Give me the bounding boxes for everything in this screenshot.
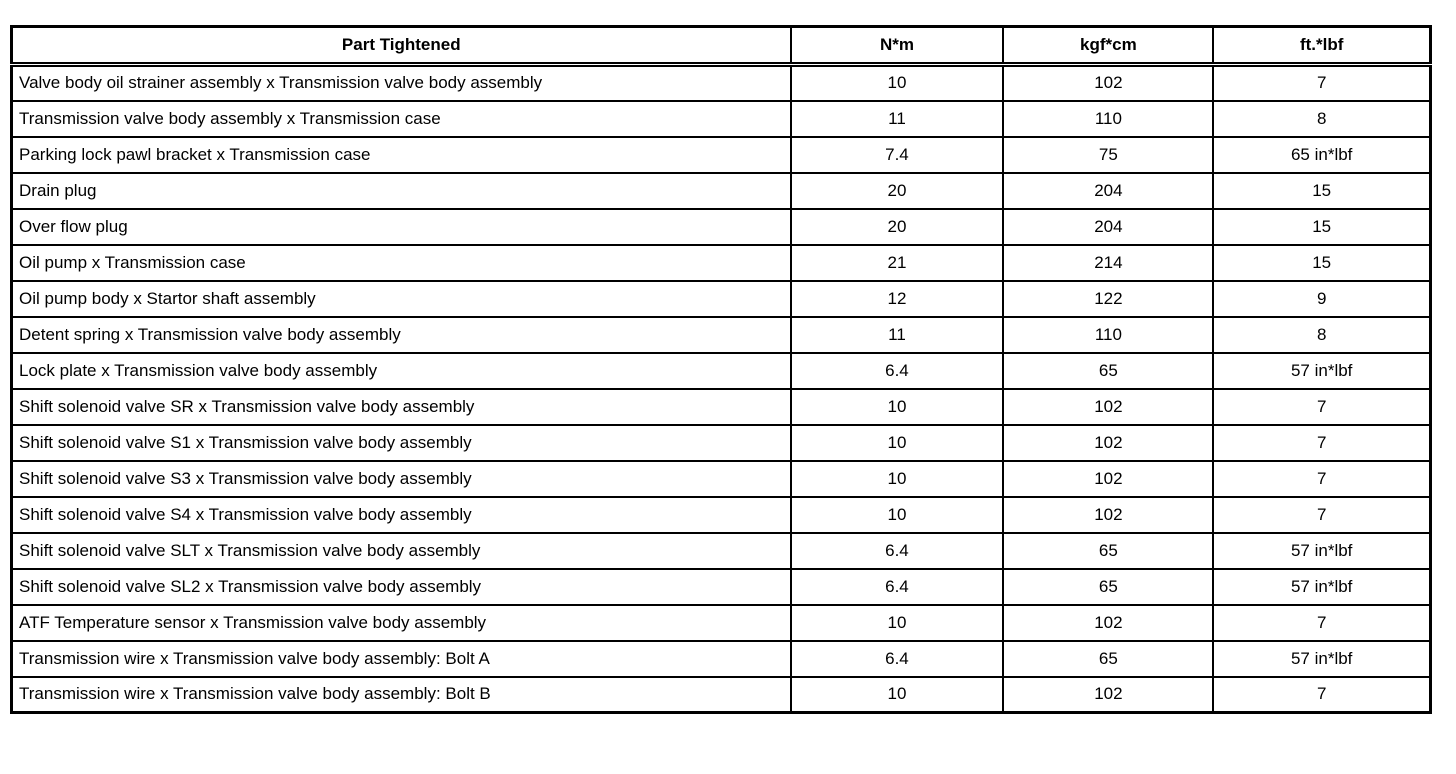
part-cell: ATF Temperature sensor x Transmission va… bbox=[10, 603, 792, 642]
nm-cell: 12 bbox=[789, 279, 1005, 318]
nm-cell: 20 bbox=[789, 171, 1005, 210]
ftlbf-cell: 15 bbox=[1212, 207, 1432, 246]
kgfcm-cell: 65 bbox=[1002, 351, 1215, 390]
ftlbf-cell: 15 bbox=[1212, 243, 1432, 282]
kgfcm-cell: 75 bbox=[1002, 135, 1215, 174]
table-row: Oil pump x Transmission case 21 214 15 bbox=[10, 243, 1432, 282]
nm-cell: 10 bbox=[789, 387, 1005, 426]
ftlbf-cell: 8 bbox=[1212, 99, 1432, 138]
table-row: ATF Temperature sensor x Transmission va… bbox=[10, 603, 1432, 642]
part-cell: Valve body oil strainer assembly x Trans… bbox=[10, 63, 792, 102]
ftlbf-cell: 7 bbox=[1212, 459, 1432, 498]
part-cell: Oil pump x Transmission case bbox=[10, 243, 792, 282]
column-header-nm: N*m bbox=[789, 25, 1005, 67]
table-row: Over flow plug 20 204 15 bbox=[10, 207, 1432, 246]
kgfcm-cell: 110 bbox=[1002, 315, 1215, 354]
ftlbf-cell: 7 bbox=[1212, 423, 1432, 462]
kgfcm-cell: 214 bbox=[1002, 243, 1215, 282]
table-row: Lock plate x Transmission valve body ass… bbox=[10, 351, 1432, 390]
kgfcm-cell: 110 bbox=[1002, 99, 1215, 138]
table-header: Part Tightened N*m kgf*cm ft.*lbf bbox=[10, 25, 1432, 67]
ftlbf-cell: 15 bbox=[1212, 171, 1432, 210]
part-cell: Shift solenoid valve S4 x Transmission v… bbox=[10, 495, 792, 534]
nm-cell: 6.4 bbox=[789, 639, 1005, 678]
table-row: Shift solenoid valve SL2 x Transmission … bbox=[10, 567, 1432, 606]
nm-cell: 10 bbox=[789, 459, 1005, 498]
ftlbf-cell: 7 bbox=[1212, 495, 1432, 534]
nm-cell: 11 bbox=[789, 315, 1005, 354]
table-row: Transmission wire x Transmission valve b… bbox=[10, 639, 1432, 678]
table-row: Transmission valve body assembly x Trans… bbox=[10, 99, 1432, 138]
ftlbf-cell: 57 in*lbf bbox=[1212, 531, 1432, 570]
ftlbf-cell: 8 bbox=[1212, 315, 1432, 354]
ftlbf-cell: 7 bbox=[1212, 63, 1432, 102]
table-row: Shift solenoid valve S1 x Transmission v… bbox=[10, 423, 1432, 462]
part-cell: Parking lock pawl bracket x Transmission… bbox=[10, 135, 792, 174]
part-cell: Oil pump body x Startor shaft assembly bbox=[10, 279, 792, 318]
table-row: Oil pump body x Startor shaft assembly 1… bbox=[10, 279, 1432, 318]
kgfcm-cell: 102 bbox=[1002, 675, 1215, 714]
table-row: Drain plug 20 204 15 bbox=[10, 171, 1432, 210]
table-row: Shift solenoid valve SR x Transmission v… bbox=[10, 387, 1432, 426]
nm-cell: 6.4 bbox=[789, 351, 1005, 390]
part-cell: Transmission wire x Transmission valve b… bbox=[10, 639, 792, 678]
nm-cell: 10 bbox=[789, 675, 1005, 714]
kgfcm-cell: 102 bbox=[1002, 63, 1215, 102]
part-cell: Over flow plug bbox=[10, 207, 792, 246]
kgfcm-cell: 102 bbox=[1002, 423, 1215, 462]
part-cell: Detent spring x Transmission valve body … bbox=[10, 315, 792, 354]
part-cell: Shift solenoid valve SR x Transmission v… bbox=[10, 387, 792, 426]
nm-cell: 6.4 bbox=[789, 567, 1005, 606]
ftlbf-cell: 7 bbox=[1212, 675, 1432, 714]
table-row: Transmission wire x Transmission valve b… bbox=[10, 675, 1432, 714]
torque-spec-table: Part Tightened N*m kgf*cm ft.*lbf Valve … bbox=[10, 25, 1432, 714]
kgfcm-cell: 122 bbox=[1002, 279, 1215, 318]
part-cell: Transmission valve body assembly x Trans… bbox=[10, 99, 792, 138]
nm-cell: 6.4 bbox=[789, 531, 1005, 570]
nm-cell: 7.4 bbox=[789, 135, 1005, 174]
ftlbf-cell: 57 in*lbf bbox=[1212, 351, 1432, 390]
part-cell: Lock plate x Transmission valve body ass… bbox=[10, 351, 792, 390]
column-header-kgfcm: kgf*cm bbox=[1002, 25, 1215, 67]
nm-cell: 10 bbox=[789, 495, 1005, 534]
kgfcm-cell: 204 bbox=[1002, 171, 1215, 210]
nm-cell: 10 bbox=[789, 603, 1005, 642]
column-header-part-tightened: Part Tightened bbox=[10, 25, 792, 67]
table-row: Detent spring x Transmission valve body … bbox=[10, 315, 1432, 354]
ftlbf-cell: 9 bbox=[1212, 279, 1432, 318]
ftlbf-cell: 57 in*lbf bbox=[1212, 639, 1432, 678]
kgfcm-cell: 65 bbox=[1002, 531, 1215, 570]
kgfcm-cell: 65 bbox=[1002, 567, 1215, 606]
kgfcm-cell: 102 bbox=[1002, 603, 1215, 642]
kgfcm-cell: 102 bbox=[1002, 495, 1215, 534]
ftlbf-cell: 57 in*lbf bbox=[1212, 567, 1432, 606]
part-cell: Shift solenoid valve S1 x Transmission v… bbox=[10, 423, 792, 462]
part-cell: Shift solenoid valve SL2 x Transmission … bbox=[10, 567, 792, 606]
kgfcm-cell: 102 bbox=[1002, 387, 1215, 426]
nm-cell: 10 bbox=[789, 423, 1005, 462]
header-row: Part Tightened N*m kgf*cm ft.*lbf bbox=[10, 25, 1432, 67]
table-row: Shift solenoid valve SLT x Transmission … bbox=[10, 531, 1432, 570]
table-row: Shift solenoid valve S3 x Transmission v… bbox=[10, 459, 1432, 498]
table-row: Parking lock pawl bracket x Transmission… bbox=[10, 135, 1432, 174]
table-row: Valve body oil strainer assembly x Trans… bbox=[10, 63, 1432, 102]
table-row: Shift solenoid valve S4 x Transmission v… bbox=[10, 495, 1432, 534]
kgfcm-cell: 65 bbox=[1002, 639, 1215, 678]
kgfcm-cell: 204 bbox=[1002, 207, 1215, 246]
table-body: Valve body oil strainer assembly x Trans… bbox=[10, 63, 1432, 714]
part-cell: Shift solenoid valve S3 x Transmission v… bbox=[10, 459, 792, 498]
column-header-ftlbf: ft.*lbf bbox=[1212, 25, 1432, 67]
ftlbf-cell: 7 bbox=[1212, 603, 1432, 642]
nm-cell: 10 bbox=[789, 63, 1005, 102]
part-cell: Drain plug bbox=[10, 171, 792, 210]
ftlbf-cell: 7 bbox=[1212, 387, 1432, 426]
ftlbf-cell: 65 in*lbf bbox=[1212, 135, 1432, 174]
nm-cell: 11 bbox=[789, 99, 1005, 138]
nm-cell: 21 bbox=[789, 243, 1005, 282]
nm-cell: 20 bbox=[789, 207, 1005, 246]
part-cell: Shift solenoid valve SLT x Transmission … bbox=[10, 531, 792, 570]
kgfcm-cell: 102 bbox=[1002, 459, 1215, 498]
part-cell: Transmission wire x Transmission valve b… bbox=[10, 675, 792, 714]
